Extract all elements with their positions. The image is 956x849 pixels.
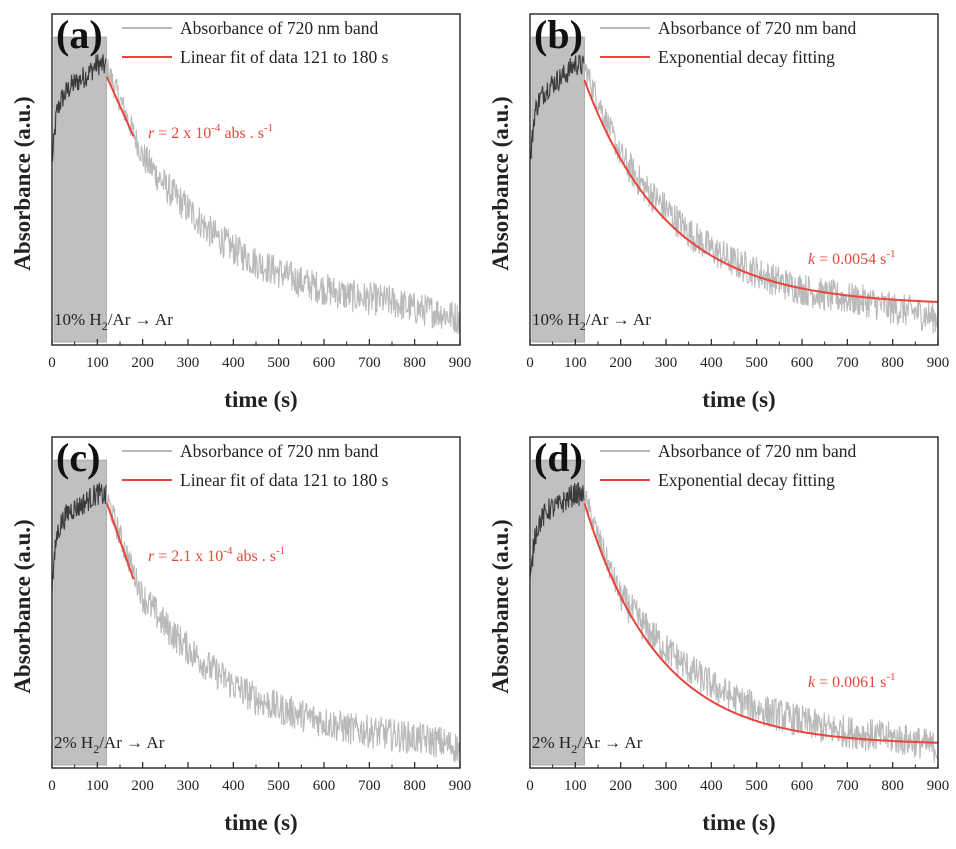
x-axis-label: time (s)	[224, 387, 297, 412]
x-tick-label: 0	[48, 778, 56, 794]
x-tick-label: 500	[745, 355, 768, 371]
x-tick-label: 400	[222, 778, 245, 794]
y-axis-label: Absorbance (a.u.)	[10, 519, 35, 693]
x-tick-label: 400	[700, 778, 723, 794]
x-tick-label: 0	[526, 355, 534, 371]
fit-annotation: k = 0.0061 s-1	[808, 671, 896, 691]
shaded-region	[531, 36, 585, 343]
plot-area	[530, 482, 938, 764]
x-tick-label: 100	[86, 355, 109, 371]
legend-label-fit: Exponential decay fitting	[658, 470, 835, 490]
x-tick-label: 700	[836, 355, 859, 371]
x-tick-label: 600	[791, 778, 814, 794]
x-tick-label: 700	[358, 355, 381, 371]
x-tick-label: 100	[86, 778, 109, 794]
panel-label: (c)	[56, 435, 100, 480]
x-tick-label: 300	[655, 778, 678, 794]
fit-annotation: k = 0.0054 s-1	[808, 248, 896, 268]
x-tick-label: 300	[177, 778, 200, 794]
legend-label-data: Absorbance of 720 nm band	[658, 18, 857, 38]
x-tick-label: 500	[267, 778, 290, 794]
panel-label: (d)	[534, 435, 583, 480]
x-tick-label: 200	[609, 778, 632, 794]
x-tick-label: 900	[449, 355, 472, 371]
x-tick-label: 200	[131, 355, 154, 371]
x-tick-label: 500	[267, 355, 290, 371]
condition-label: 2% H2/Ar → Ar	[54, 733, 165, 756]
x-tick-label: 100	[564, 778, 587, 794]
absorbance-trace	[583, 490, 938, 764]
x-tick-label: 900	[927, 778, 950, 794]
plot-area	[52, 482, 460, 762]
x-tick-label: 600	[313, 778, 336, 794]
legend-label-data: Absorbance of 720 nm band	[658, 441, 857, 461]
x-axis-label: time (s)	[702, 387, 775, 412]
x-tick-label: 300	[655, 355, 678, 371]
x-tick-label: 800	[881, 355, 904, 371]
x-tick-label: 400	[700, 355, 723, 371]
plot-area	[530, 54, 938, 334]
x-tick-label: 200	[609, 355, 632, 371]
absorbance-trace	[583, 63, 938, 334]
x-tick-label: 500	[745, 778, 768, 794]
x-axis-label: time (s)	[702, 810, 775, 835]
panel-a: 0 100 200 300 400 500 600 700 800 900 time (s) Abso…	[10, 12, 471, 412]
legend-label-data: Absorbance of 720 nm band	[180, 18, 379, 38]
y-axis-label: Absorbance (a.u.)	[10, 96, 35, 270]
x-tick-label: 0	[526, 778, 534, 794]
legend-label-fit: Exponential decay fitting	[658, 47, 835, 67]
linear-fit-line	[105, 76, 135, 137]
x-tick-label: 100	[564, 355, 587, 371]
absorbance-trace	[105, 484, 460, 762]
linear-fit-line	[105, 502, 135, 580]
x-tick-label: 900	[927, 355, 950, 371]
absorbance-trace-shaded	[530, 482, 585, 580]
x-tick-label: 700	[836, 778, 859, 794]
condition-label: 10% H2/Ar → Ar	[532, 310, 651, 333]
shaded-region	[53, 36, 107, 343]
x-tick-label: 600	[313, 355, 336, 371]
absorbance-trace-shaded	[530, 54, 585, 162]
fit-annotation: r = 2 x 10-4 abs . s-1	[148, 122, 273, 142]
x-tick-label: 800	[403, 778, 426, 794]
y-axis-label: Absorbance (a.u.)	[488, 519, 513, 693]
x-tick-label: 900	[449, 778, 472, 794]
absorbance-trace-shaded	[52, 54, 107, 162]
x-tick-label: 600	[791, 355, 814, 371]
exponential-fit-curve	[583, 502, 938, 744]
panel-d: 0 100 200 300 400 500 600 700 800 900 time (s) Abso…	[488, 435, 949, 835]
x-tick-label: 200	[131, 778, 154, 794]
shaded-region	[531, 459, 585, 766]
x-tick-label: 800	[881, 778, 904, 794]
x-tick-label: 700	[358, 778, 381, 794]
condition-label: 2% H2/Ar → Ar	[532, 733, 643, 756]
x-tick-label: 0	[48, 355, 56, 371]
condition-label: 10% H2/Ar → Ar	[54, 310, 173, 333]
absorbance-trace	[105, 58, 460, 335]
panel-label: (a)	[56, 12, 103, 57]
x-tick-label: 400	[222, 355, 245, 371]
plot-area	[52, 54, 460, 335]
y-axis-label: Absorbance (a.u.)	[488, 96, 513, 270]
fit-annotation: r = 2.1 x 10-4 abs . s-1	[148, 545, 285, 565]
x-axis-label: time (s)	[224, 810, 297, 835]
absorbance-trace-shaded	[52, 482, 107, 594]
panel-b: 0 100 200 300 400 500 600 700 800 900 time (s) Abso…	[488, 12, 949, 412]
x-tick-label: 300	[177, 355, 200, 371]
legend-label-data: Absorbance of 720 nm band	[180, 441, 379, 461]
exponential-fit-curve	[583, 79, 938, 303]
legend-label-fit: Linear fit of data 121 to 180 s	[180, 470, 389, 490]
x-tick-label: 800	[403, 355, 426, 371]
legend-label-fit: Linear fit of data 121 to 180 s	[180, 47, 389, 67]
panel-c: 0 100 200 300 400 500 600 700 800 900 time (s) Abso…	[10, 435, 471, 835]
panel-label: (b)	[534, 12, 583, 57]
